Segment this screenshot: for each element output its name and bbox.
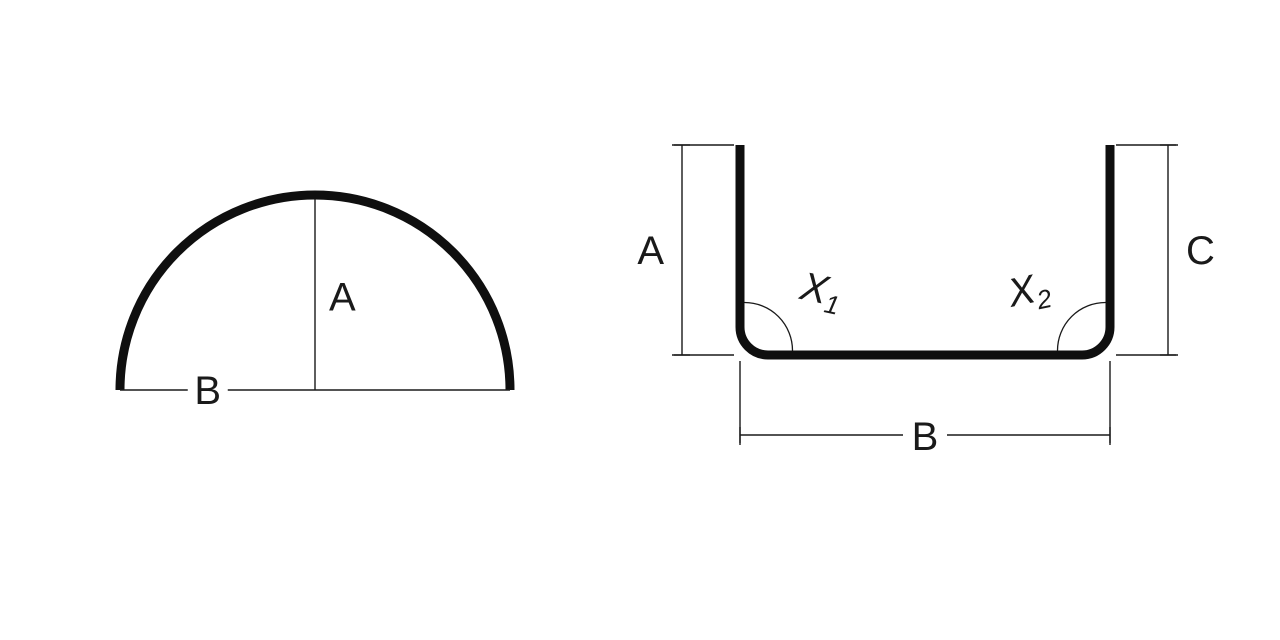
label-x1: X1 xyxy=(795,264,846,321)
label-a: A xyxy=(329,275,356,319)
label-b-right: B xyxy=(912,415,939,459)
svg-text:X2: X2 xyxy=(1003,264,1055,321)
angle-arc-x2 xyxy=(1058,303,1106,351)
label-a-right: A xyxy=(637,229,664,273)
right-u-channel-profile: A C B X1 X2 xyxy=(637,145,1215,459)
svg-text:X1: X1 xyxy=(795,264,846,321)
u-channel-shape xyxy=(740,145,1110,355)
left-semicircle-profile: AB xyxy=(120,195,510,413)
angle-arc-x1 xyxy=(745,302,793,350)
label-x2: X2 xyxy=(1003,264,1055,321)
label-c: C xyxy=(1186,229,1215,273)
label-b: B xyxy=(194,369,221,413)
